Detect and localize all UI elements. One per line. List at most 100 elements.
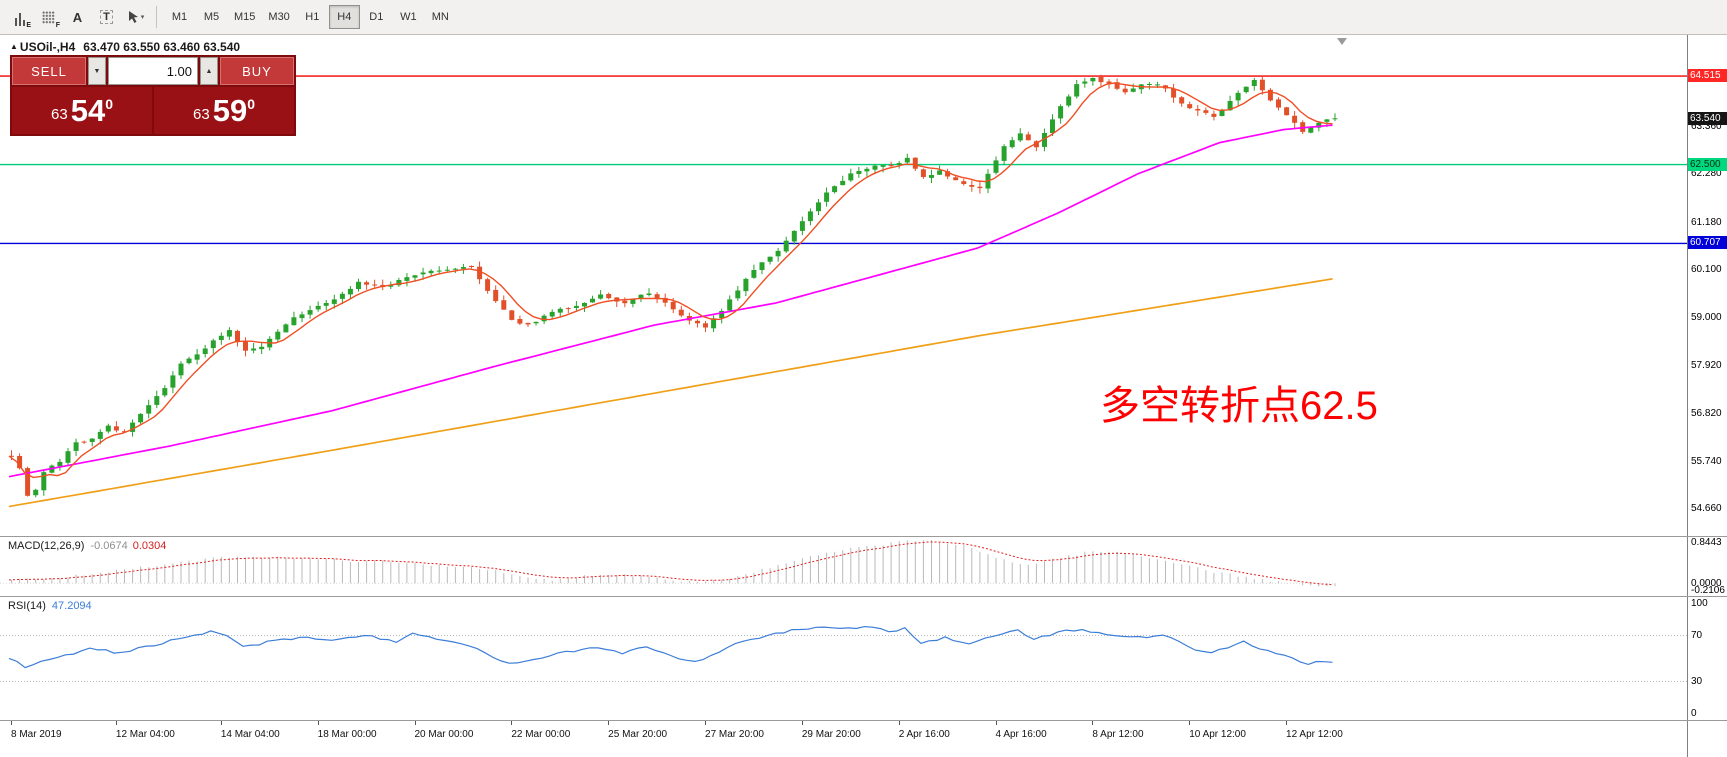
sell-price-display[interactable]: 63 54 0 bbox=[12, 87, 152, 134]
rsi-chart-area[interactable] bbox=[0, 597, 1687, 720]
sell-price-sup: 0 bbox=[105, 95, 113, 112]
time-axis[interactable]: 8 Mar 2019 12 Mar 04:00 14 Mar 04:00 18 Mar… bbox=[0, 721, 1727, 757]
rsi-axis-value: 0 bbox=[1691, 708, 1697, 719]
price-tick: 62.280 bbox=[1691, 168, 1722, 180]
sell-button[interactable]: SELL bbox=[12, 57, 86, 85]
time-axis-label: 2 Apr 16:00 bbox=[898, 729, 950, 740]
macd-chart-area[interactable] bbox=[0, 537, 1687, 596]
price-tick: 61.180 bbox=[1691, 216, 1722, 228]
timeframe-button-m15[interactable]: M15 bbox=[234, 11, 256, 23]
macd-signal-value: 0.0304 bbox=[132, 540, 167, 552]
chart-title: ▲ USOil-,H4 63.470 63.550 63.460 63.540 bbox=[10, 40, 240, 54]
time-axis-label: 18 Mar 00:00 bbox=[317, 729, 377, 740]
main-chart-panel: 63.360 62.280 61.180 60.100 59.000 57.920 56.8… bbox=[0, 35, 1727, 536]
macd-name: MACD(12,26,9) bbox=[8, 540, 85, 552]
price-tick: 57.920 bbox=[1691, 359, 1722, 371]
buy-button[interactable]: BUY bbox=[220, 57, 294, 85]
volume-input[interactable] bbox=[108, 57, 198, 85]
bar-chart-tool-icon[interactable]: E bbox=[6, 4, 33, 30]
macd-axis-value: 0.8443 bbox=[1691, 537, 1722, 548]
time-axis-label: 10 Apr 12:00 bbox=[1189, 729, 1246, 740]
price-level-label: 62.500 bbox=[1688, 157, 1727, 171]
time-axis-tick bbox=[115, 721, 117, 725]
buy-price-display[interactable]: 63 59 0 bbox=[154, 87, 294, 134]
sell-price-small: 63 bbox=[51, 106, 68, 123]
rsi-axis-value: 70 bbox=[1691, 629, 1703, 641]
buy-price-big: 59 bbox=[212, 93, 248, 128]
symbol-timeframe-label: USOil-,H4 bbox=[19, 40, 76, 54]
panel-splitter[interactable] bbox=[0, 596, 1727, 597]
price-axis[interactable]: 63.360 62.280 61.180 60.100 59.000 57.920 56.8… bbox=[1687, 35, 1727, 536]
time-axis-label: 25 Mar 20:00 bbox=[608, 729, 668, 740]
panel-splitter[interactable] bbox=[0, 720, 1727, 721]
time-axis-tick bbox=[11, 721, 12, 725]
buy-price-small: 63 bbox=[193, 106, 210, 123]
timeframe-button-mn[interactable]: MN bbox=[431, 11, 449, 23]
price-level-label: 60.707 bbox=[1688, 236, 1727, 250]
time-axis-tick bbox=[898, 721, 900, 725]
price-tick: 60.100 bbox=[1691, 264, 1722, 276]
macd-axis[interactable]: 0.8443 0.0000 -0.2106 bbox=[1687, 537, 1727, 596]
macd-label: MACD(12,26,9) -0.0674 0.0304 bbox=[8, 540, 166, 552]
rsi-axis[interactable]: 100 70 30 0 bbox=[1687, 597, 1727, 720]
price-tick: 59.000 bbox=[1691, 312, 1722, 324]
rsi-label: RSI(14) 47.2094 bbox=[8, 600, 92, 612]
price-tick: 63.360 bbox=[1691, 120, 1722, 132]
price-chart-area[interactable] bbox=[0, 35, 1687, 536]
time-axis-label: 22 Mar 00:00 bbox=[511, 729, 571, 740]
buy-price-sup: 0 bbox=[247, 95, 255, 112]
timeframe-button-m5[interactable]: M5 bbox=[203, 11, 220, 23]
price-level-label: 63.540 bbox=[1688, 111, 1727, 125]
timeframe-button-m30[interactable]: M30 bbox=[268, 11, 290, 23]
toolbar-separator bbox=[156, 6, 157, 28]
time-axis-tick bbox=[220, 721, 222, 725]
time-labels-area: 8 Mar 2019 12 Mar 04:00 14 Mar 04:00 18 Mar… bbox=[0, 721, 1687, 757]
time-axis-tick bbox=[414, 721, 416, 725]
rsi-axis-value: 100 bbox=[1691, 598, 1708, 609]
time-axis-label: 4 Apr 16:00 bbox=[995, 729, 1047, 740]
time-axis-label: 8 Apr 12:00 bbox=[1092, 729, 1144, 740]
macd-main-value: -0.0674 bbox=[90, 540, 128, 552]
time-axis-label: 8 Mar 2019 bbox=[11, 729, 62, 740]
price-tick: 55.740 bbox=[1691, 455, 1722, 467]
chart-shift-marker-icon[interactable] bbox=[1337, 38, 1347, 45]
timeframe-button-m1[interactable]: M1 bbox=[171, 11, 188, 23]
timeframe-group: M1 M5 M15 M30 H1 H4 D1 W1 MN bbox=[164, 5, 456, 29]
chart-annotation[interactable]: 多空转折点62.5 bbox=[1100, 384, 1378, 428]
text-tool-icon[interactable]: A bbox=[72, 9, 83, 25]
symbol-arrow-icon: ▲ bbox=[10, 42, 18, 51]
time-axis-label: 27 Mar 20:00 bbox=[705, 729, 764, 740]
time-axis-label: 14 Mar 04:00 bbox=[220, 729, 280, 740]
macd-indicator-panel: 0.8443 0.0000 -0.2106 MACD(12,26,9) -0.0674… bbox=[0, 537, 1727, 596]
rsi-name: RSI(14) bbox=[8, 600, 46, 612]
timeframe-button-d1[interactable]: D1 bbox=[369, 11, 384, 23]
time-axis-tick bbox=[1189, 721, 1191, 725]
panel-splitter[interactable] bbox=[0, 536, 1727, 537]
volume-dropdown-button[interactable]: ▼ bbox=[88, 57, 106, 85]
cursor-tool-icon[interactable]: ▾ bbox=[122, 4, 149, 30]
macd-axis-value: 0.0000 bbox=[1691, 578, 1722, 590]
timeframe-button-h1[interactable]: H1 bbox=[305, 11, 320, 23]
time-axis-label: 12 Apr 12:00 bbox=[1286, 729, 1343, 740]
macd-axis-value: -0.2106 bbox=[1691, 585, 1725, 596]
main-toolbar: E F A T ▾ M1 M5 M15 M30 H1 H4 D1 W1 MN bbox=[0, 0, 1727, 35]
price-level-label: 64.515 bbox=[1688, 69, 1727, 83]
rsi-value: 47.2094 bbox=[51, 600, 92, 612]
timeframe-button-w1[interactable]: W1 bbox=[400, 11, 417, 23]
sell-price-big: 54 bbox=[70, 93, 106, 128]
time-axis-tick bbox=[608, 721, 610, 725]
timeframe-button-h4[interactable]: H4 bbox=[328, 5, 360, 29]
time-axis-tick bbox=[317, 721, 319, 725]
time-axis-tick bbox=[1286, 721, 1288, 725]
price-tick: 56.820 bbox=[1691, 408, 1722, 420]
time-axis-label: 29 Mar 20:00 bbox=[801, 729, 861, 740]
one-click-trading-panel: SELL ▼ ▲ BUY 63 54 0 63 59 0 bbox=[10, 55, 296, 136]
rsi-indicator-panel: 100 70 30 0 RSI(14) 47.2094 bbox=[0, 597, 1727, 720]
grid-tool-icon[interactable]: F bbox=[35, 4, 62, 30]
volume-increase-button[interactable]: ▲ bbox=[200, 57, 218, 85]
time-axis-tick bbox=[705, 721, 707, 725]
text-label-tool-icon[interactable]: T bbox=[93, 4, 120, 30]
time-axis-tick bbox=[995, 721, 997, 725]
drawing-tools-group: E F A T ▾ bbox=[6, 4, 149, 30]
